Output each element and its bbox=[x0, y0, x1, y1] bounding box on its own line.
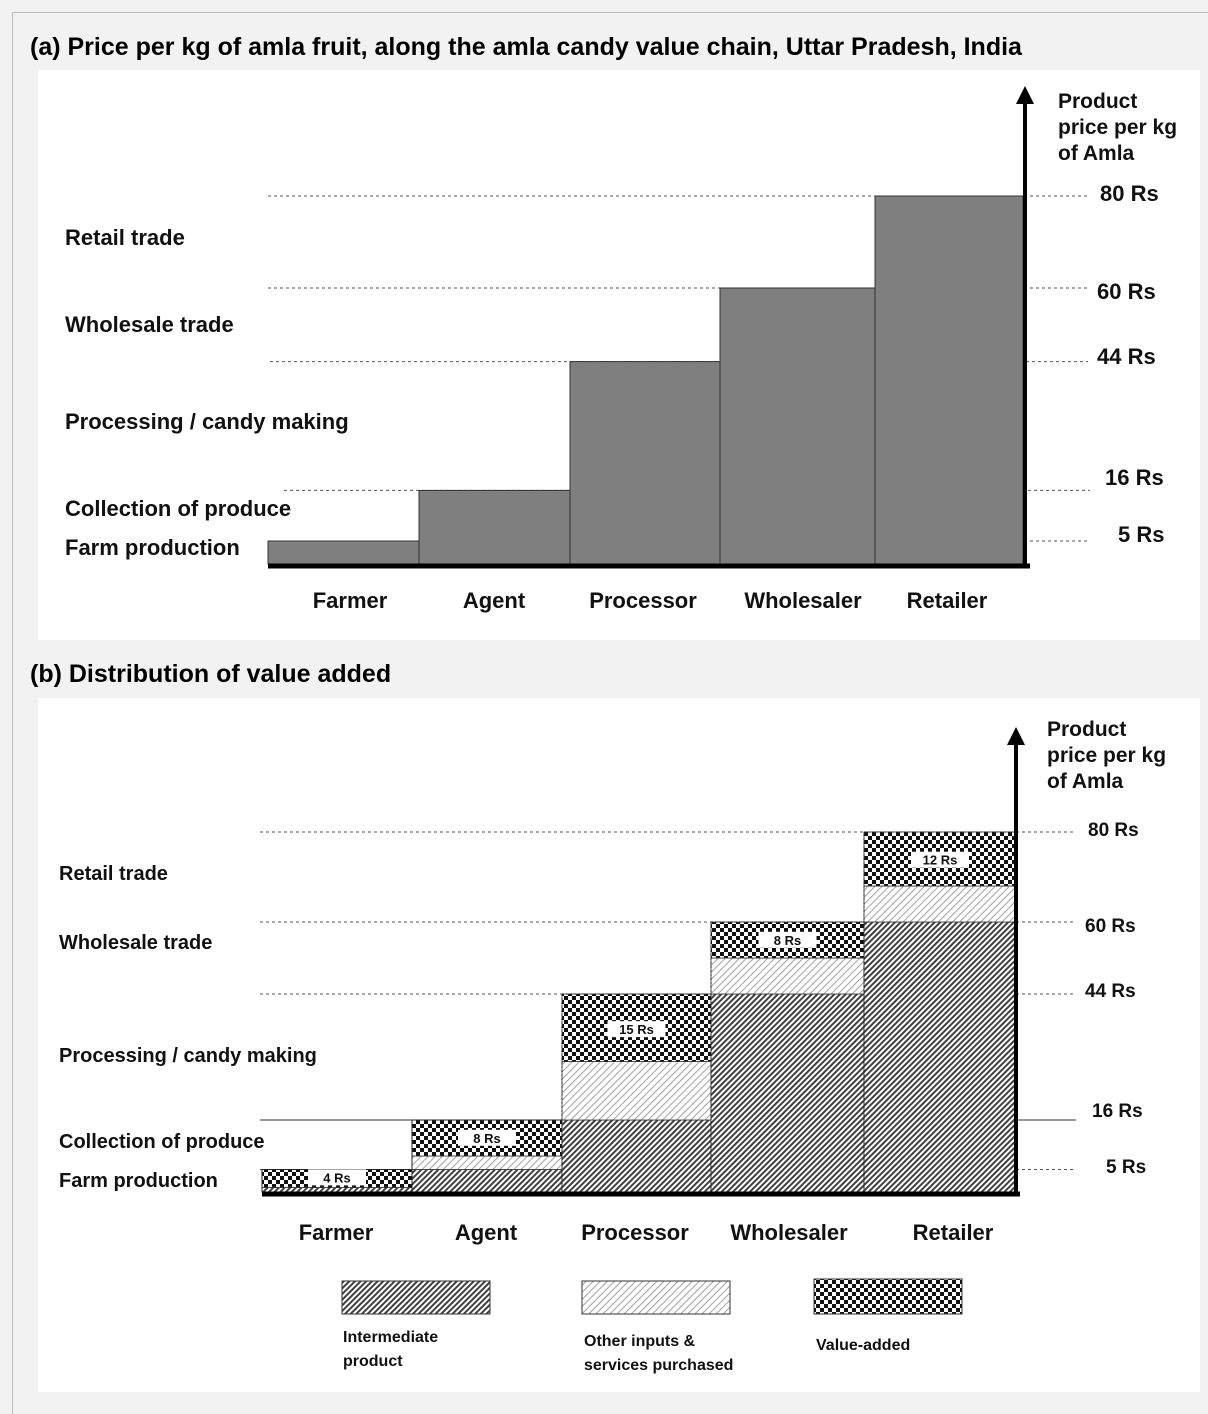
panel-a-title: (a) Price per kg of amla fruit, along th… bbox=[30, 33, 1022, 61]
panel-b-segment-retailer-intermediate bbox=[863, 921, 1017, 1193]
panel-b-price-60: 60 Rs bbox=[1085, 916, 1136, 937]
panel-b-price-80: 80 Rs bbox=[1088, 820, 1139, 841]
panel-a-actor-wholesaler: Wholesaler bbox=[744, 588, 862, 613]
legend-label-other-inputs-line-1: Other inputs & bbox=[584, 1333, 696, 1350]
panel-b-value-added-label-bg bbox=[758, 931, 817, 948]
panel-a-bar-wholesaler bbox=[719, 287, 876, 565]
legend-swatch-intermediate bbox=[341, 1280, 491, 1315]
panel-a-bar-retailer bbox=[874, 195, 1024, 565]
panel-b-segment-retailer-other-inputs bbox=[863, 885, 1017, 923]
panel-b-value-added-label-bg bbox=[308, 1169, 366, 1186]
panel-b-price-5: 5 Rs bbox=[1106, 1157, 1146, 1178]
panel-b-legend: Intermediate product Other inputs & serv… bbox=[341, 1278, 963, 1374]
panel-b-value-added-label-agent: 8 Rs bbox=[473, 1131, 500, 1146]
frame-top-border bbox=[12, 12, 1208, 13]
panel-a-bar-processor bbox=[569, 361, 721, 565]
panel-a-stage-collection: Collection of produce bbox=[65, 496, 291, 521]
panel-a-actor-processor: Processor bbox=[589, 588, 697, 613]
panel-b-stage-wholesale: Wholesale trade bbox=[59, 932, 212, 954]
panel-b-title: (b) Distribution of value added bbox=[30, 660, 392, 688]
panel-b-stage-collection: Collection of produce bbox=[59, 1131, 265, 1153]
panel-b-value-added-label-bg bbox=[911, 851, 969, 868]
panel-a-bar-farmer bbox=[267, 540, 420, 565]
panel-a-price-44: 44 Rs bbox=[1097, 344, 1156, 369]
panel-b-y-axis-arrowhead bbox=[1007, 727, 1025, 745]
panel-b-stage-processing: Processing / candy making bbox=[59, 1045, 317, 1067]
panel-a-stage-farm: Farm production bbox=[65, 535, 240, 560]
panel-b-value-added-label-bg bbox=[458, 1129, 516, 1146]
panel-a-chart: Product price per kg of Amla Retail trad… bbox=[65, 86, 1177, 613]
panel-a-stage-retail: Retail trade bbox=[65, 225, 185, 250]
panel-a-y-title-line-3: of Amla bbox=[1058, 142, 1135, 165]
legend-swatch-value-added bbox=[813, 1278, 963, 1315]
panel-a-actor-agent: Agent bbox=[463, 588, 526, 613]
panel-b-segment-farmer-intermediate bbox=[261, 1187, 413, 1193]
panel-b-actor-farmer: Farmer bbox=[299, 1220, 374, 1245]
panel-b-y-title-line-1: Product bbox=[1047, 718, 1126, 741]
legend-swatch-other-inputs bbox=[581, 1280, 731, 1315]
panel-a-y-title-line-2: price per kg bbox=[1058, 116, 1177, 139]
legend-label-value-added: Value-added bbox=[816, 1337, 910, 1354]
panel-a-actor-retailer: Retailer bbox=[907, 588, 988, 613]
panel-b-segment-processor-intermediate bbox=[561, 1119, 712, 1193]
panel-b-segment-agent-intermediate bbox=[411, 1169, 563, 1193]
panel-b-chart: 4 Rs 8 Rs 15 Rs 8 Rs 12 Rs Product price per… bbox=[59, 718, 1166, 1374]
panel-b-value-added-labels: 4 Rs 8 Rs 15 Rs 8 Rs 12 Rs bbox=[308, 851, 969, 1186]
panel-a-price-80: 80 Rs bbox=[1100, 181, 1159, 206]
panel-b-price-16: 16 Rs bbox=[1092, 1101, 1143, 1122]
panel-b-actor-retailer: Retailer bbox=[913, 1220, 994, 1245]
panel-a-stage-wholesale: Wholesale trade bbox=[65, 312, 234, 337]
panel-a-bars bbox=[267, 195, 1024, 565]
panel-b-actor-wholesaler: Wholesaler bbox=[730, 1220, 848, 1245]
panel-b-segment-agent-other-inputs bbox=[411, 1155, 563, 1170]
panel-b-value-added-label-bg bbox=[607, 1021, 666, 1038]
legend-label-intermediate-line-1: Intermediate bbox=[343, 1329, 438, 1346]
panel-a-y-axis-arrowhead bbox=[1016, 86, 1034, 104]
panel-b-segment-wholesaler-other-inputs bbox=[710, 957, 865, 995]
panel-a-y-title-line-1: Product bbox=[1058, 90, 1137, 113]
panel-b-y-title-line-3: of Amla bbox=[1047, 770, 1124, 793]
panel-a-price-5: 5 Rs bbox=[1118, 522, 1164, 547]
panel-b-value-added-label-processor: 15 Rs bbox=[619, 1022, 654, 1037]
panel-a-price-16: 16 Rs bbox=[1105, 465, 1164, 490]
panel-b-value-added-label-retailer: 12 Rs bbox=[923, 853, 958, 868]
panel-a-bar-agent bbox=[418, 489, 571, 565]
panel-a-price-60: 60 Rs bbox=[1097, 279, 1156, 304]
panel-b-stacked-bars bbox=[261, 831, 1017, 1193]
frame-left-border bbox=[12, 12, 13, 1414]
panel-b-actor-agent: Agent bbox=[455, 1220, 518, 1245]
panel-b-segment-wholesaler-intermediate bbox=[710, 993, 865, 1193]
legend-label-intermediate-line-2: product bbox=[343, 1353, 403, 1370]
panel-b-value-added-label-farmer: 4 Rs bbox=[323, 1170, 350, 1185]
panel-b-price-44: 44 Rs bbox=[1085, 981, 1136, 1002]
panel-b-segment-processor-other-inputs bbox=[561, 1061, 712, 1121]
legend-label-other-inputs-line-2: services purchased bbox=[584, 1357, 733, 1374]
panel-b-stage-retail: Retail trade bbox=[59, 863, 168, 885]
panel-b-value-added-label-wholesaler: 8 Rs bbox=[774, 933, 801, 948]
panel-b-stage-farm: Farm production bbox=[59, 1170, 218, 1192]
panel-b-actor-processor: Processor bbox=[581, 1220, 689, 1245]
panel-a-stage-processing: Processing / candy making bbox=[65, 409, 349, 434]
panel-b-y-title-line-2: price per kg bbox=[1047, 744, 1166, 767]
panel-a-actor-farmer: Farmer bbox=[313, 588, 388, 613]
